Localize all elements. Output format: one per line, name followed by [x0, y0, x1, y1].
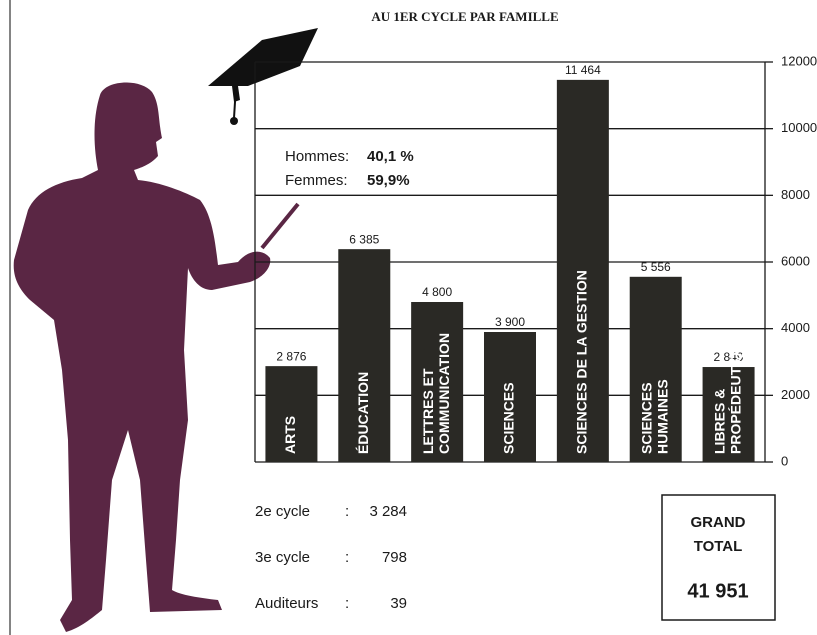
grand-total-value: 41 951	[687, 580, 748, 602]
gender-label: Femmes:	[285, 172, 348, 189]
cycle-separator: :	[345, 595, 349, 612]
cycle-separator: :	[345, 549, 349, 566]
category-label: SCIENCES DE LA GESTION	[574, 270, 590, 454]
value-label: 11 464	[565, 63, 601, 77]
gender-label: Hommes:	[285, 148, 349, 165]
gender-value: 59,9%	[367, 172, 410, 189]
cycle-label: 2e cycle	[255, 503, 310, 520]
category-label-group: SCIENCES DE LA GESTION	[574, 270, 590, 454]
chart-title: AU 1ER CYCLE PAR FAMILLE	[371, 9, 558, 24]
category-label-group: SCIENCESHUMAINES	[638, 379, 670, 454]
value-label: 4 800	[422, 285, 452, 299]
cycle-value: 3 284	[369, 503, 407, 520]
category-label-group: ARTS	[282, 416, 298, 454]
cycle-label: 3e cycle	[255, 549, 310, 566]
y-tick-label: 8000	[781, 187, 810, 202]
value-label: 6 385	[349, 232, 379, 246]
y-tick-label: 12000	[781, 53, 817, 68]
category-label: SCIENCESHUMAINES	[638, 379, 670, 454]
value-label: 5 556	[641, 260, 671, 274]
y-tick-label: 10000	[781, 120, 817, 135]
cycle-label: Auditeurs	[255, 595, 318, 612]
gender-value: 40,1 %	[367, 148, 414, 165]
chart: AU 1ER CYCLE PAR FAMILLE 0 2000 4000 6000 80…	[0, 0, 817, 635]
cycle-value: 798	[382, 549, 407, 566]
category-label: ÉDUCATION	[355, 372, 371, 454]
y-tick-label: 2000	[781, 387, 810, 402]
category-label-group: ÉDUCATION	[355, 372, 371, 454]
cycle-value: 39	[390, 595, 407, 612]
value-label: 3 900	[495, 315, 525, 329]
y-tick-label: 0	[781, 453, 788, 468]
value-label: 2 876	[276, 349, 306, 363]
y-tick-label: 6000	[781, 253, 810, 268]
y-tick-label: 4000	[781, 320, 810, 335]
category-label: ARTS	[282, 416, 298, 454]
cycle-separator: :	[345, 503, 349, 520]
category-label: SCIENCES	[501, 382, 517, 454]
category-label-group: SCIENCES	[501, 382, 517, 454]
